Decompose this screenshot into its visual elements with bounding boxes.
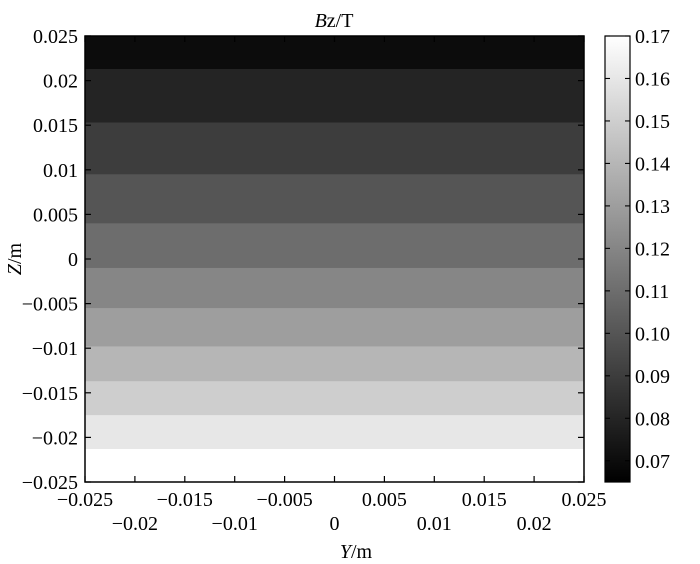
colorbar-tick-label: 0.17: [635, 26, 670, 48]
y-tick-label: 0.02: [43, 71, 78, 93]
x-tick-label: 0.005: [362, 489, 407, 511]
chart-title-italic: B: [315, 10, 327, 32]
colorbar-tick-label: 0.15: [635, 111, 670, 133]
x-tick-label: 0.015: [462, 489, 507, 511]
contour-band-1: [85, 69, 584, 124]
y-axis-label-italic: Z: [4, 263, 26, 275]
y-axis-ticks: 0.025 0.02 0.015 0.01 0.005 0 −0.005 −0.01 −0.01…: [22, 26, 584, 494]
chart-title-rest: z/T: [327, 10, 354, 32]
y-tick-label: 0: [68, 249, 78, 271]
x-axis-label-italic: Y: [340, 541, 353, 563]
x-tick-label: 0.01: [417, 513, 452, 535]
colorbar-tick-label: 0.14: [635, 153, 670, 175]
x-tick-label: 0: [330, 513, 340, 535]
y-tick-label: −0.025: [22, 472, 78, 494]
x-tick-label: 0.025: [562, 489, 607, 511]
y-axis-label: Z/m: [4, 242, 26, 275]
colorbar-tick-label: 0.09: [635, 366, 670, 388]
colorbar-ticks: 0.17 0.16 0.15 0.14 0.13 0.12 0.11 0.10 0.09 0.08…: [605, 26, 670, 473]
colorbar-tick-label: 0.10: [635, 323, 670, 345]
y-axis-label-rest: /m: [4, 242, 26, 264]
y-tick-label: 0.005: [33, 204, 78, 226]
colorbar-tick-label: 0.12: [635, 238, 670, 260]
y-tick-label: −0.015: [22, 383, 78, 405]
x-tick-label: −0.015: [157, 489, 213, 511]
y-tick-label: 0.01: [43, 160, 78, 182]
contour-band-4: [85, 223, 584, 269]
y-tick-label: −0.01: [32, 338, 78, 360]
contour-band-6: [85, 308, 584, 348]
y-tick-label: 0.025: [33, 26, 78, 48]
x-tick-label: −0.005: [256, 489, 312, 511]
contour-band-7: [85, 346, 584, 382]
contour-band-2: [85, 122, 584, 175]
chart-title: Bz/T: [315, 10, 354, 32]
x-axis-ticks: −0.025 −0.015 −0.005 0.005 0.015 0.025 −0.02 −0…: [57, 36, 607, 535]
colorbar-tick-label: 0.07: [635, 451, 670, 473]
y-tick-label: 0.015: [33, 115, 78, 137]
contour-band-3: [85, 174, 584, 224]
x-tick-label: −0.025: [57, 489, 113, 511]
contour-band-8: [85, 381, 584, 416]
heatmap-plot-area: [85, 36, 584, 483]
y-tick-label: −0.02: [32, 427, 78, 449]
x-axis-label: Y/m: [340, 541, 373, 563]
colorbar-tick-label: 0.16: [635, 68, 670, 90]
contour-band-5: [85, 267, 584, 309]
x-tick-label: 0.02: [517, 513, 552, 535]
colorbar-tick-label: 0.08: [635, 408, 670, 430]
colorbar-tick-label: 0.13: [635, 196, 670, 218]
colorbar: [604, 35, 631, 483]
colorbar-tick-label: 0.11: [635, 281, 669, 303]
x-tick-label: −0.02: [112, 513, 158, 535]
contour-band-9: [85, 415, 584, 450]
y-tick-label: −0.005: [22, 294, 78, 316]
x-axis-label-rest: /m: [351, 541, 373, 563]
x-tick-label: −0.01: [212, 513, 258, 535]
